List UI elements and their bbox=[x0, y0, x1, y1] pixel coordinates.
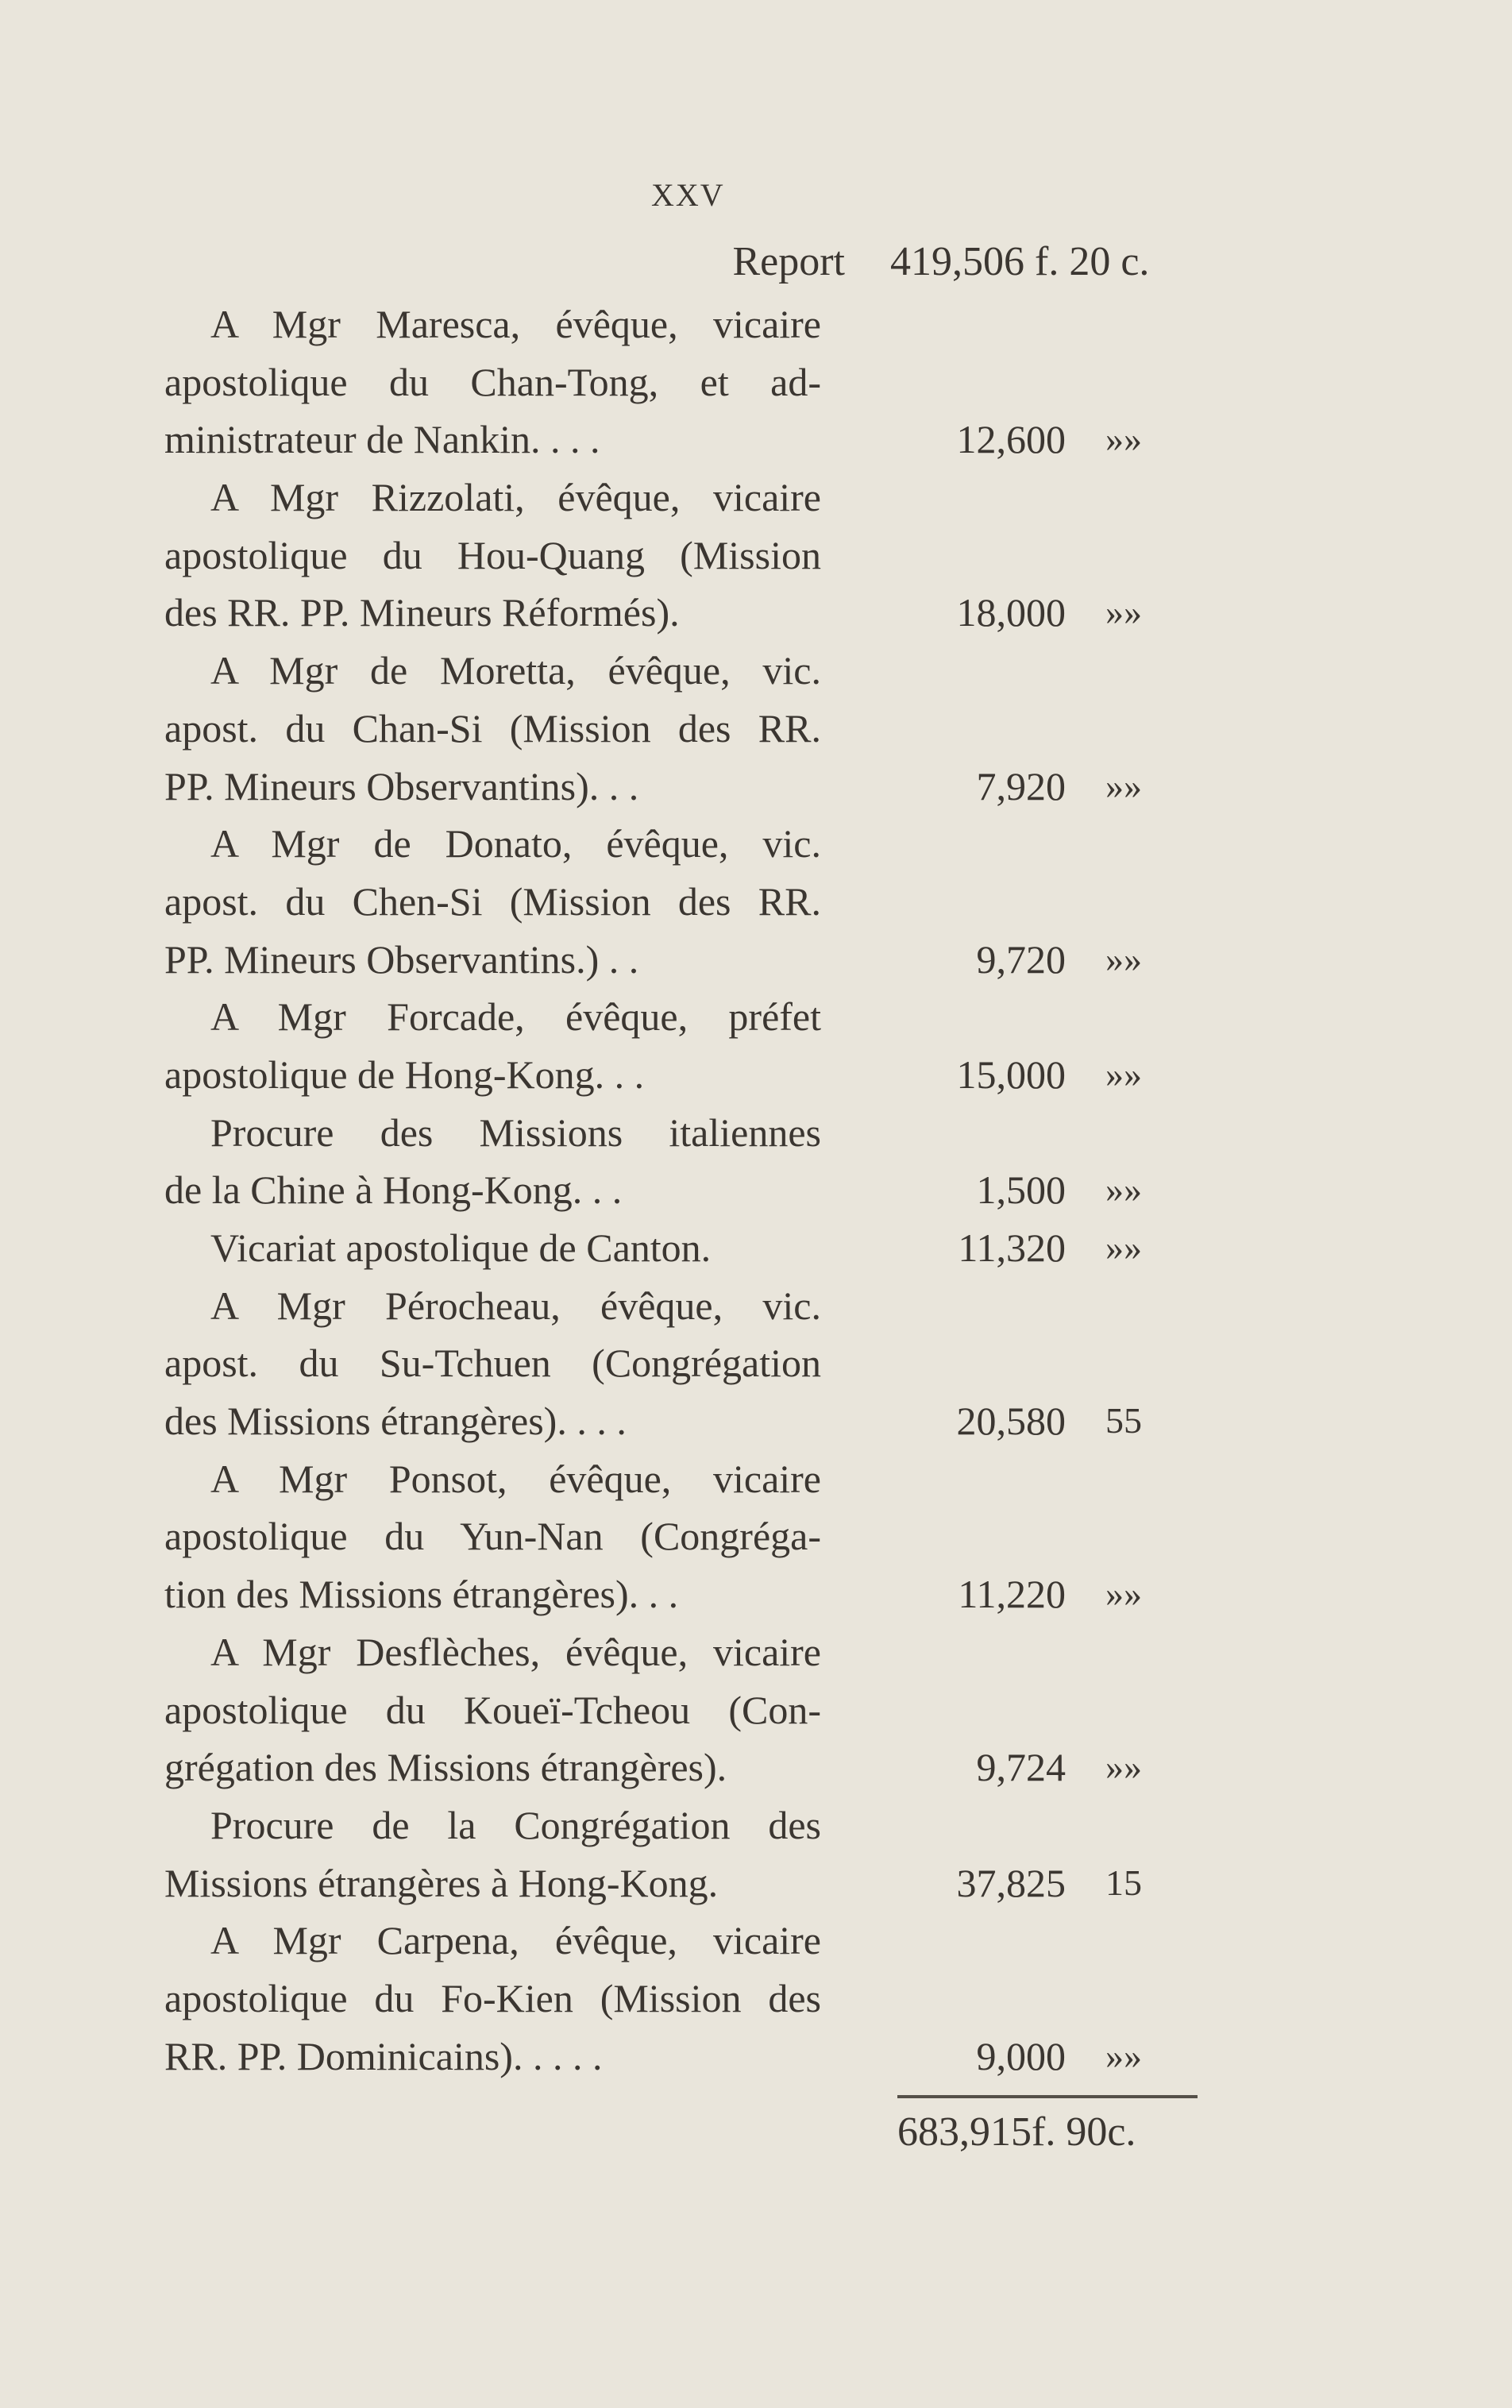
ledger-line: ministrateur de Nankin. . . . 12,600 »» bbox=[164, 411, 1221, 469]
ledger-line: apost. du Chen-Si (Mission des RR. bbox=[164, 873, 1221, 931]
ledger-line: A Mgr de Donato, évêque, vic. bbox=[164, 815, 1221, 873]
entry-text: apost. du Su-Tchuen (Congrégation bbox=[164, 1341, 821, 1386]
sum-rule bbox=[897, 2095, 1198, 2098]
entry-text: grégation des Missions étrangères). bbox=[164, 1745, 727, 1790]
entry-cents: »» bbox=[1105, 1053, 1142, 1094]
entry-text: RR. PP. Dominicains). . . . . bbox=[164, 2033, 603, 2078]
ledger-line: A Mgr Carpena, évêque, vicaire bbox=[164, 1912, 1221, 1970]
entry-cents: 15 bbox=[1105, 1862, 1142, 1903]
entry-text: apost. du Chan-Si (Mission des RR. bbox=[164, 705, 821, 751]
entry-amount: 11,320 bbox=[958, 1225, 1066, 1270]
entry-amount: 1,500 bbox=[976, 1167, 1066, 1213]
ledger-line: apostolique du Fo-Kien (Mission des bbox=[164, 1970, 1221, 2028]
entry-cents: »» bbox=[1105, 419, 1142, 460]
entry-text: ministrateur de Nankin. . . . bbox=[164, 417, 600, 462]
ledger-line: Procure de la Congrégation des bbox=[164, 1796, 1221, 1854]
entry-cents: »» bbox=[1105, 592, 1142, 633]
entry-amount: 11,220 bbox=[958, 1572, 1066, 1617]
entry-text: apostolique du Chan-Tong, et ad- bbox=[164, 359, 821, 404]
entry-amount: 18,000 bbox=[956, 590, 1066, 635]
ledger-line: des RR. PP. Mineurs Réformés). 18,000 »» bbox=[164, 584, 1221, 642]
ledger-line: apostolique du Yun-Nan (Congréga- bbox=[164, 1507, 1221, 1565]
entry-text: apost. du Chen-Si (Mission des RR. bbox=[164, 878, 821, 924]
ledger-entries: A Mgr Maresca, évêque, vicaire apostoliqu… bbox=[164, 295, 1221, 2085]
ledger-line: PP. Mineurs Observantins.) . . 9,720 »» bbox=[164, 931, 1221, 989]
entry-text: Procure des Missions italiennes bbox=[210, 1109, 821, 1155]
entry-text: A Mgr Rizzolati, évêque, vicaire bbox=[210, 475, 821, 520]
entry-text: A Mgr Carpena, évêque, vicaire bbox=[210, 1918, 821, 1963]
ledger-line: apost. du Chan-Si (Mission des RR. bbox=[164, 700, 1221, 758]
entry-text: apostolique du Koueï-Tcheou (Con- bbox=[164, 1687, 821, 1732]
entry-cents: »» bbox=[1105, 1573, 1142, 1615]
entry-amount: 37,825 bbox=[956, 1860, 1066, 1905]
entry-cents: »» bbox=[1105, 1169, 1142, 1210]
entry-text: A Mgr de Donato, évêque, vic. bbox=[210, 821, 821, 866]
entry-text: A Mgr Maresca, évêque, vicaire bbox=[210, 302, 821, 346]
ledger-line: apostolique de Hong-Kong. . . 15,000 »» bbox=[164, 1046, 1221, 1104]
ledger-line: Procure des Missions italiennes bbox=[164, 1104, 1221, 1162]
entry-text: Vicariat apostolique de Canton. bbox=[210, 1225, 712, 1270]
ledger-line: A Mgr Maresca, évêque, vicaire bbox=[164, 295, 1221, 353]
entry-text: A Mgr Forcade, évêque, préfet bbox=[210, 994, 821, 1040]
entry-text: apostolique de Hong-Kong. . . bbox=[164, 1052, 645, 1097]
total-value: 683,915f. 90c. bbox=[897, 2109, 1136, 2155]
entry-amount: 20,580 bbox=[956, 1399, 1066, 1444]
entry-amount: 9,000 bbox=[976, 2033, 1066, 2078]
entry-amount: 15,000 bbox=[956, 1052, 1066, 1097]
entry-text: Missions étrangères à Hong-Kong. bbox=[164, 1860, 719, 1905]
page-number: XXV bbox=[651, 177, 725, 213]
entry-text: A Mgr Desflèches, évêque, vicaire bbox=[210, 1629, 821, 1674]
ledger-line: Vicariat apostolique de Canton. 11,320 »» bbox=[164, 1219, 1221, 1277]
ledger-line: tion des Missions étrangères). . . 11,220… bbox=[164, 1565, 1221, 1623]
ledger-line: PP. Mineurs Observantins). . . 7,920 »» bbox=[164, 758, 1221, 816]
ledger-line: A Mgr Desflèches, évêque, vicaire bbox=[164, 1623, 1221, 1681]
ledger-line: de la Chine à Hong-Kong. . . 1,500 »» bbox=[164, 1161, 1221, 1219]
report-line: Report 419,506 f. 20 c. bbox=[0, 238, 1512, 295]
entry-text: A Mgr Ponsot, évêque, vicaire bbox=[210, 1456, 821, 1501]
ledger-line: A Mgr de Moretta, évêque, vic. bbox=[164, 642, 1221, 700]
entry-text: tion des Missions étrangères). . . bbox=[164, 1572, 679, 1617]
ledger-line: A Mgr Pérocheau, évêque, vic. bbox=[164, 1277, 1221, 1335]
ledger-line: apostolique du Koueï-Tcheou (Con- bbox=[164, 1681, 1221, 1739]
entry-cents: 55 bbox=[1105, 1400, 1142, 1441]
entry-text: de la Chine à Hong-Kong. . . bbox=[164, 1167, 623, 1213]
entry-text: des Missions étrangères). . . . bbox=[164, 1399, 627, 1444]
report-label: Report bbox=[732, 239, 845, 284]
entry-cents: »» bbox=[1105, 765, 1142, 806]
ledger-line: des Missions étrangères). . . . 20,580 55 bbox=[164, 1392, 1221, 1450]
ledger-line: apostolique du Hou-Quang (Mission bbox=[164, 527, 1221, 585]
entry-text: PP. Mineurs Observantins). . . bbox=[164, 763, 639, 808]
entry-amount: 9,720 bbox=[976, 936, 1066, 982]
entry-text: apostolique du Yun-Nan (Congréga- bbox=[164, 1514, 821, 1559]
entry-amount: 12,600 bbox=[956, 417, 1066, 462]
entry-text: apostolique du Hou-Quang (Mission bbox=[164, 532, 821, 577]
entry-text: apostolique du Fo-Kien (Mission des bbox=[164, 1975, 821, 2020]
entry-amount: 7,920 bbox=[976, 763, 1066, 808]
entry-text: des RR. PP. Mineurs Réformés). bbox=[164, 590, 680, 635]
entry-amount: 9,724 bbox=[976, 1745, 1066, 1790]
entry-cents: »» bbox=[1105, 1746, 1142, 1788]
ledger-line: A Mgr Rizzolati, évêque, vicaire bbox=[164, 469, 1221, 527]
ledger-line: apostolique du Chan-Tong, et ad- bbox=[164, 353, 1221, 411]
ledger-line: grégation des Missions étrangères). 9,724… bbox=[164, 1738, 1221, 1796]
entry-text: A Mgr Pérocheau, évêque, vic. bbox=[210, 1283, 821, 1328]
ledger-line: A Mgr Forcade, évêque, préfet bbox=[164, 988, 1221, 1046]
ledger-line: A Mgr Ponsot, évêque, vicaire bbox=[164, 1450, 1221, 1508]
ledger-line: apost. du Su-Tchuen (Congrégation bbox=[164, 1334, 1221, 1392]
entry-cents: »» bbox=[1105, 2035, 1142, 2076]
entry-text: PP. Mineurs Observantins.) . . bbox=[164, 936, 639, 982]
report-value: 419,506 f. 20 c. bbox=[890, 239, 1150, 284]
entry-text: A Mgr de Moretta, évêque, vic. bbox=[210, 648, 821, 693]
entry-cents: »» bbox=[1105, 938, 1142, 979]
entry-cents: »» bbox=[1105, 1227, 1142, 1268]
entry-text: Procure de la Congrégation des bbox=[210, 1802, 821, 1847]
ledger-line: RR. PP. Dominicains). . . . . 9,000 »» bbox=[164, 2028, 1221, 2086]
ledger-line: Missions étrangères à Hong-Kong. 37,825 15 bbox=[164, 1854, 1221, 1912]
